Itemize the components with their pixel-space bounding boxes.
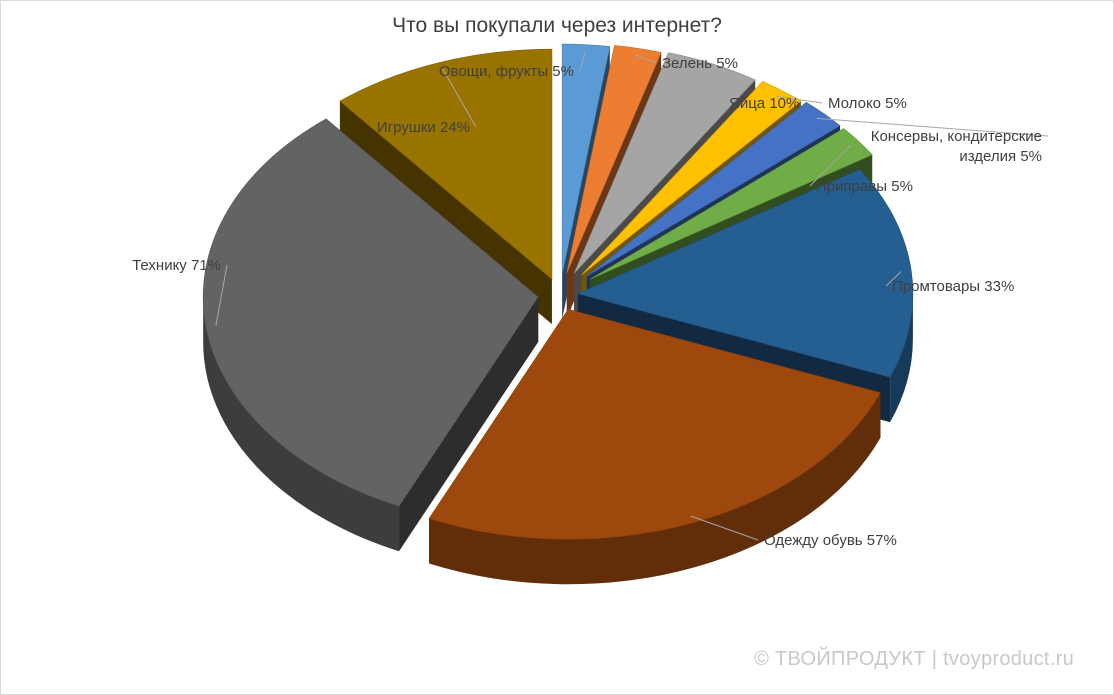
slice-top-layer (202, 43, 914, 540)
slice-7-leader-line (885, 271, 902, 287)
slice-9-top (202, 118, 539, 507)
slice-5-data-label: Консервы, кондитерские изделия 5% (871, 128, 1042, 165)
slice-6-top (590, 128, 873, 280)
slice-3-top (573, 52, 756, 274)
slice-5-data-label-line-1: Консервы, кондитерские (871, 128, 1042, 145)
slice-9-data-label: Технику 71% (132, 257, 221, 274)
slice-6-data-label: Приправы 5% (816, 178, 913, 195)
slice-1-leader-line (579, 51, 586, 72)
slice-9-leader-line (215, 264, 228, 326)
slice-1-data-label: Овощи, фрукты 5% (439, 63, 574, 80)
slice-1-top (561, 43, 611, 275)
slice-9-side-wall-1 (399, 296, 539, 552)
slice-7-data-label: Промтовары 33% (892, 278, 1014, 295)
slice-3-data-label: Яйца 10% (729, 95, 799, 112)
slice-2-top (566, 45, 662, 274)
slice-8-data-label: Одежду обувь 57% (764, 532, 897, 549)
watermark: © ТВОЙПРОДУКТ | tvoyproduct.ru (754, 648, 1074, 670)
data-labels: Овощи, фрукты 5% Зелень 5% Яйца 10% Молоко … (132, 55, 1042, 549)
slice-8-top (428, 308, 881, 540)
slice-4-leader-line (776, 95, 823, 104)
slice-8-outer-wall (429, 392, 881, 585)
slice-4-data-label: Молоко 5% (828, 95, 907, 112)
leader-lines (215, 51, 1049, 541)
chart-title: Что вы покупали через интернет? (392, 14, 722, 37)
slice-5-leader-line (816, 117, 1049, 137)
slice-10-leader-line (442, 68, 477, 128)
slice-5-top (586, 102, 841, 277)
slice-10-top (339, 48, 553, 280)
slice-6-leader-line (809, 145, 851, 187)
slice-2-data-label: Зелень 5% (662, 55, 738, 72)
slice-4-top (581, 80, 802, 276)
slice-10-data-label: Игрушки 24% (377, 119, 470, 136)
slice-2-leader-line (635, 54, 657, 64)
slice-5-data-label-line-2: изделия 5% (959, 148, 1042, 165)
slice-3-leader-line (708, 70, 724, 104)
slice-8-leader-line (690, 515, 759, 541)
slice-7-outer-wall (890, 293, 913, 423)
slice-7-top (577, 169, 914, 378)
